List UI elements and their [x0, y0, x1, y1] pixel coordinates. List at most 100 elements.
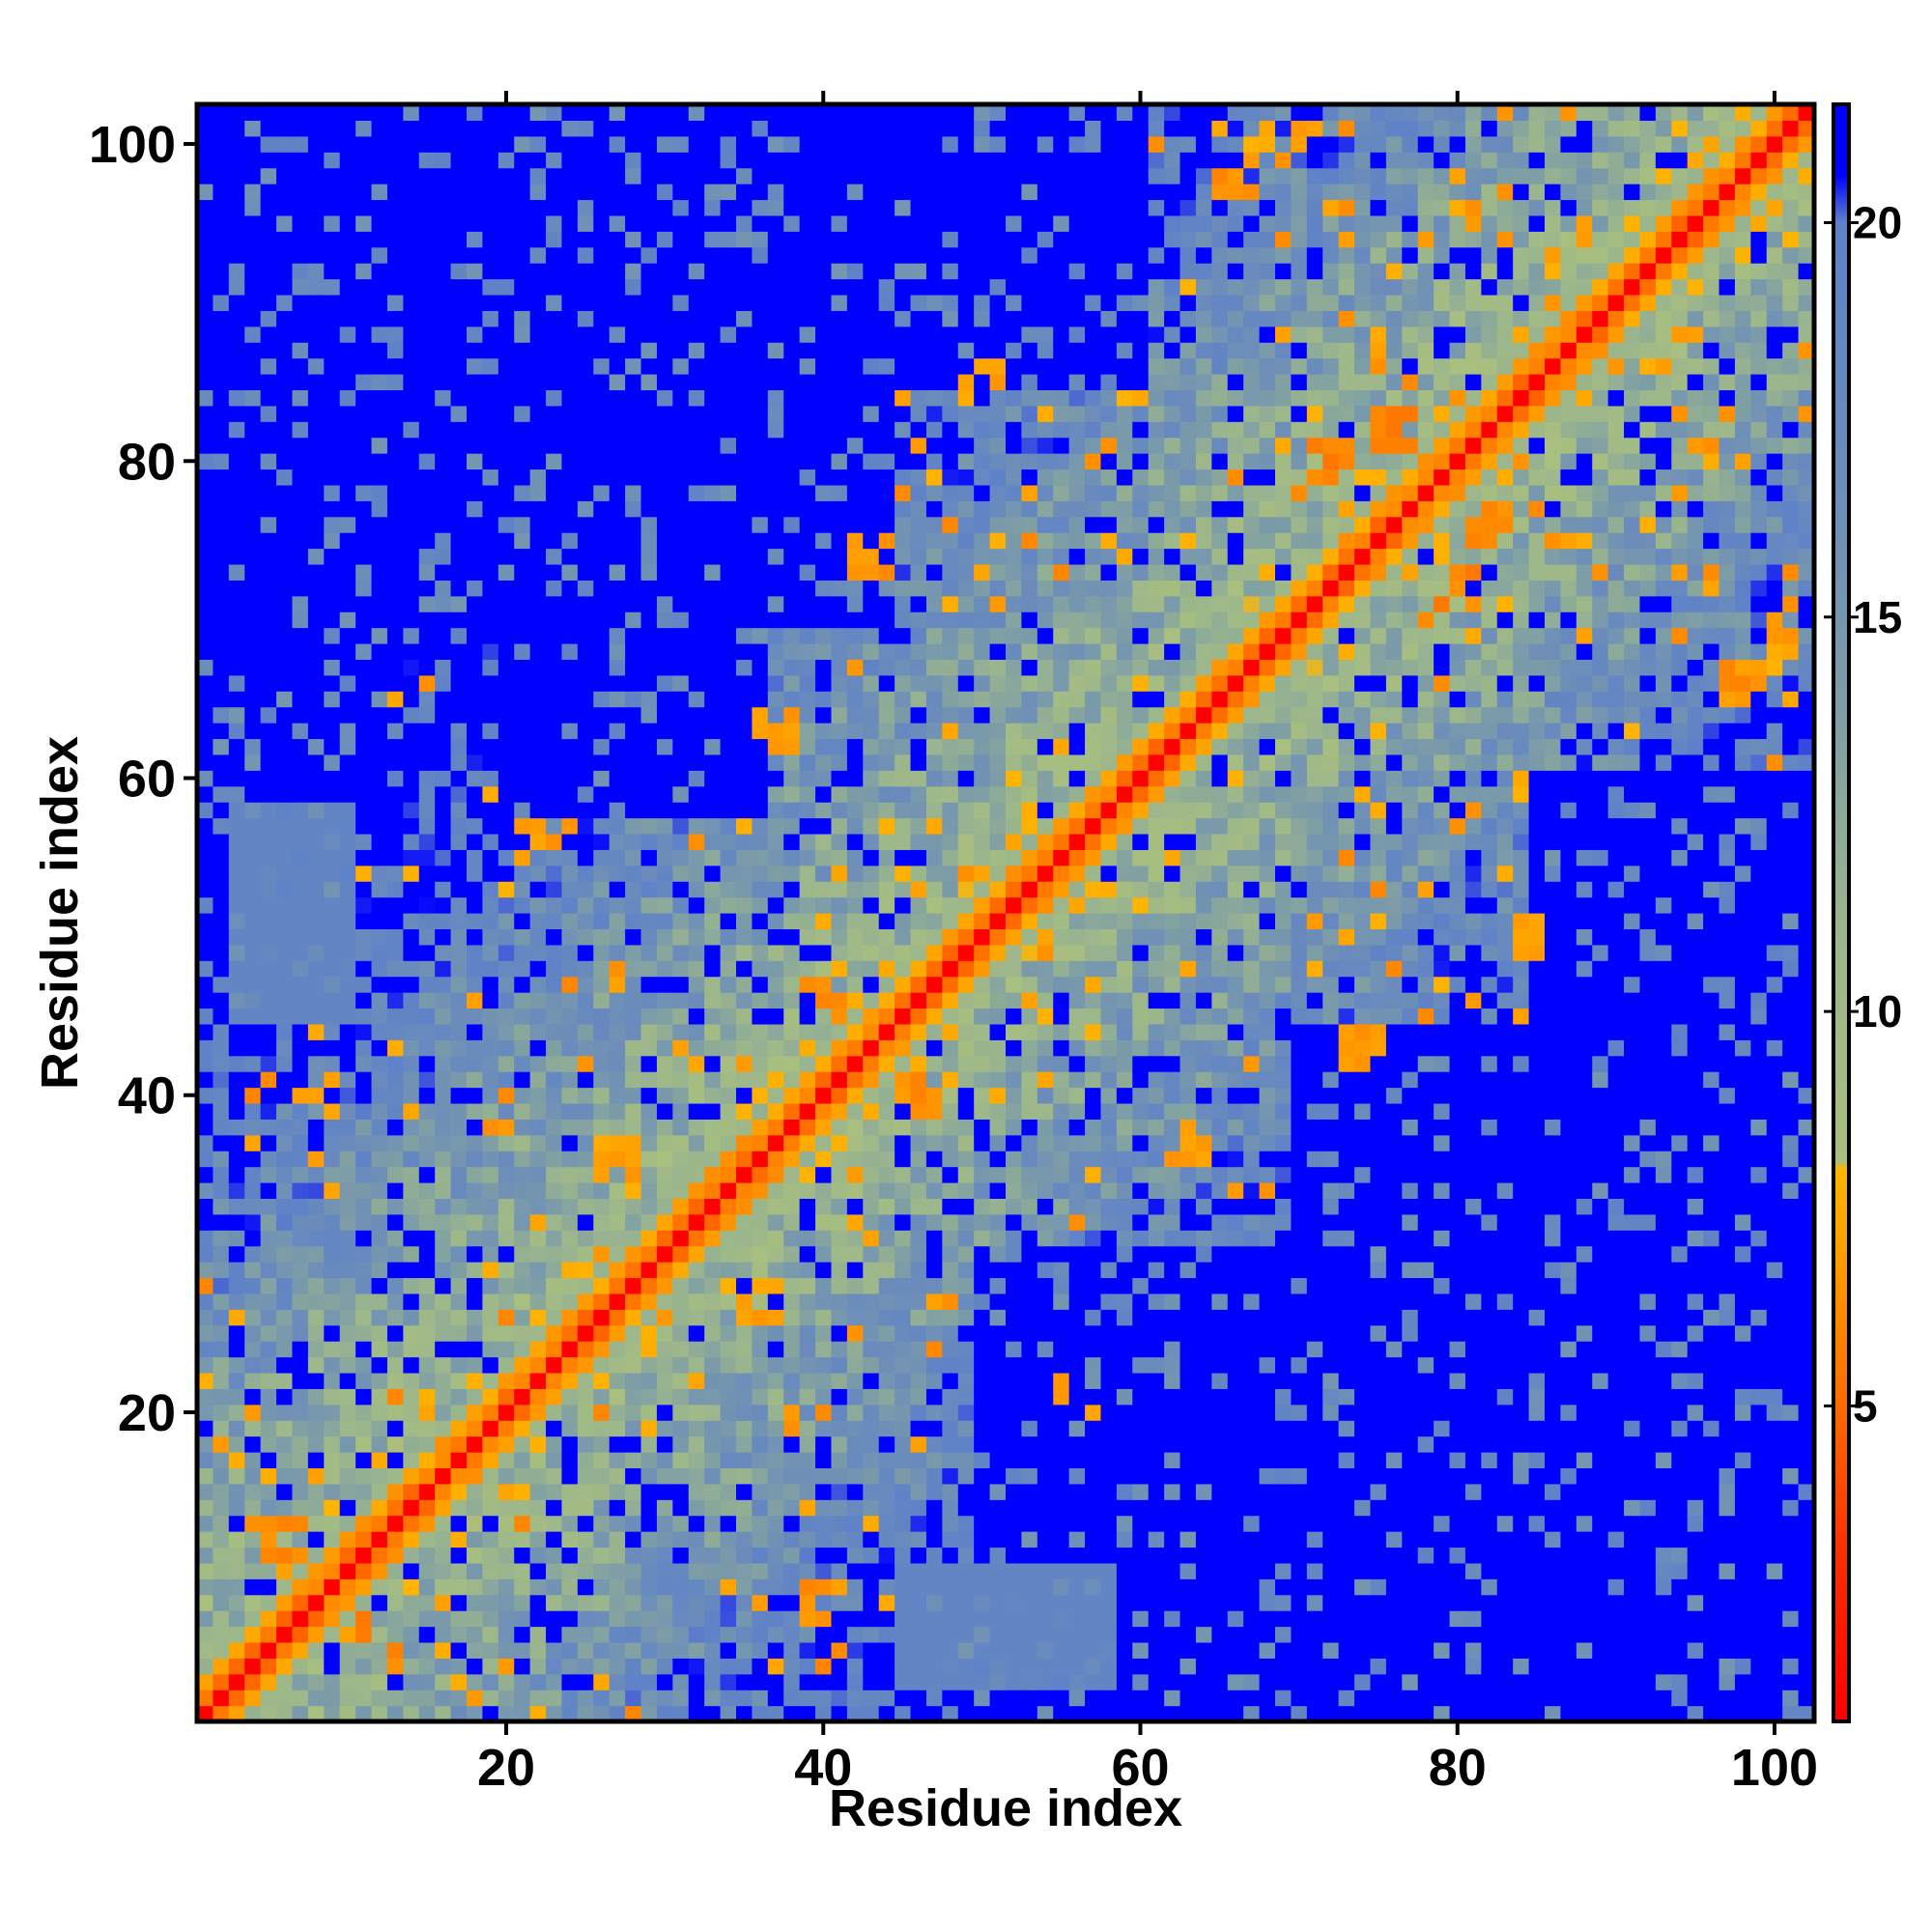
heatmap-cell — [846, 1515, 864, 1532]
heatmap-cell — [197, 723, 214, 740]
heatmap-cell — [450, 374, 468, 391]
heatmap-cell — [260, 152, 277, 169]
heatmap-cell — [467, 1230, 484, 1247]
heatmap-cell — [561, 1404, 579, 1421]
heatmap-cell — [895, 595, 912, 612]
heatmap-cell — [386, 1435, 404, 1453]
heatmap-cell — [529, 389, 547, 407]
heatmap-cell — [546, 1182, 563, 1200]
heatmap-cell — [720, 135, 737, 153]
heatmap-cell — [783, 1547, 801, 1564]
heatmap-cell — [640, 231, 658, 248]
heatmap-cell — [910, 627, 927, 644]
heatmap-cell — [910, 611, 927, 629]
heatmap-cell — [355, 785, 373, 803]
heatmap-cell — [577, 674, 594, 692]
heatmap-cell — [783, 674, 801, 692]
heatmap-cell — [292, 865, 309, 882]
heatmap-cell — [213, 199, 230, 216]
heatmap-cell — [672, 595, 690, 612]
heatmap-cell — [276, 1483, 294, 1500]
heatmap-cell — [957, 500, 975, 518]
heatmap-cell — [371, 1151, 388, 1168]
heatmap-cell — [925, 849, 943, 867]
heatmap-cell — [355, 1293, 373, 1310]
heatmap-cell — [752, 1213, 769, 1231]
heatmap-cell — [244, 214, 262, 232]
heatmap-cell — [514, 532, 531, 550]
heatmap-cell — [467, 1388, 484, 1406]
heatmap-cell — [228, 580, 245, 597]
heatmap-cell — [355, 770, 373, 787]
heatmap-cell — [688, 548, 705, 565]
heatmap-cell — [672, 310, 690, 327]
heatmap-cell — [736, 1531, 753, 1548]
heatmap-cell — [783, 611, 801, 629]
heatmap-cell — [467, 1578, 484, 1596]
heatmap-cell — [736, 723, 753, 740]
heatmap-cell — [895, 913, 912, 930]
heatmap-cell — [720, 928, 737, 946]
heatmap-cell — [292, 152, 309, 169]
heatmap-cell — [799, 1610, 816, 1628]
heatmap-cell — [355, 484, 373, 501]
heatmap-cell — [197, 310, 214, 327]
heatmap-cell — [815, 1262, 833, 1279]
heatmap-cell — [831, 1388, 848, 1406]
heatmap-cell — [403, 611, 420, 629]
heatmap-cell — [497, 469, 515, 486]
heatmap-cell — [815, 500, 833, 518]
heatmap-cell — [276, 484, 294, 501]
heatmap-cell — [688, 1119, 705, 1136]
heatmap-cell — [324, 135, 341, 153]
heatmap-cell — [260, 1610, 277, 1628]
heatmap-cell — [324, 1658, 341, 1675]
heatmap-cell — [450, 1641, 468, 1659]
heatmap-cell — [482, 595, 499, 612]
heatmap-cell — [799, 659, 816, 676]
heatmap-cell — [704, 833, 722, 850]
heatmap-cell — [704, 405, 722, 422]
heatmap-cell — [752, 1594, 769, 1611]
heatmap-cell — [561, 500, 579, 518]
heatmap-cell — [704, 944, 722, 961]
heatmap-cell — [371, 1341, 388, 1358]
heatmap-cell — [546, 691, 563, 708]
heatmap-cell — [736, 1578, 753, 1596]
heatmap-cell — [355, 310, 373, 327]
heatmap-cell — [339, 723, 356, 740]
heatmap-cell — [403, 421, 420, 439]
heatmap-cell — [593, 1420, 611, 1437]
heatmap-cell — [355, 1705, 373, 1722]
heatmap-cell — [957, 1198, 975, 1215]
heatmap-cell — [213, 1087, 230, 1104]
heatmap-cell — [561, 548, 579, 565]
heatmap-cell — [577, 580, 594, 597]
heatmap-cell — [339, 1594, 356, 1611]
heatmap-cell — [371, 184, 388, 201]
heatmap-cell — [450, 723, 468, 740]
heatmap-cell — [450, 913, 468, 930]
heatmap-cell — [799, 706, 816, 724]
heatmap-cell — [752, 1547, 769, 1564]
heatmap-cell — [228, 817, 245, 835]
heatmap-cell — [260, 580, 277, 597]
heatmap-cell — [831, 374, 848, 391]
heatmap-cell — [324, 849, 341, 867]
heatmap-cell — [197, 1404, 214, 1421]
heatmap-cell — [467, 548, 484, 565]
heatmap-cell — [878, 120, 895, 137]
heatmap-cell — [878, 723, 895, 740]
heatmap-cell — [324, 674, 341, 692]
heatmap-cell — [863, 294, 880, 311]
heatmap-cell — [292, 976, 309, 993]
heatmap-cell — [418, 1673, 436, 1690]
heatmap-cell — [815, 1008, 833, 1025]
heatmap-cell — [783, 1166, 801, 1183]
heatmap-cell — [467, 1182, 484, 1200]
heatmap-cell — [815, 1483, 833, 1500]
heatmap-cell — [815, 246, 833, 264]
heatmap-cell — [482, 1705, 499, 1722]
heatmap-cell — [846, 802, 864, 819]
heatmap-cell — [228, 1404, 245, 1421]
